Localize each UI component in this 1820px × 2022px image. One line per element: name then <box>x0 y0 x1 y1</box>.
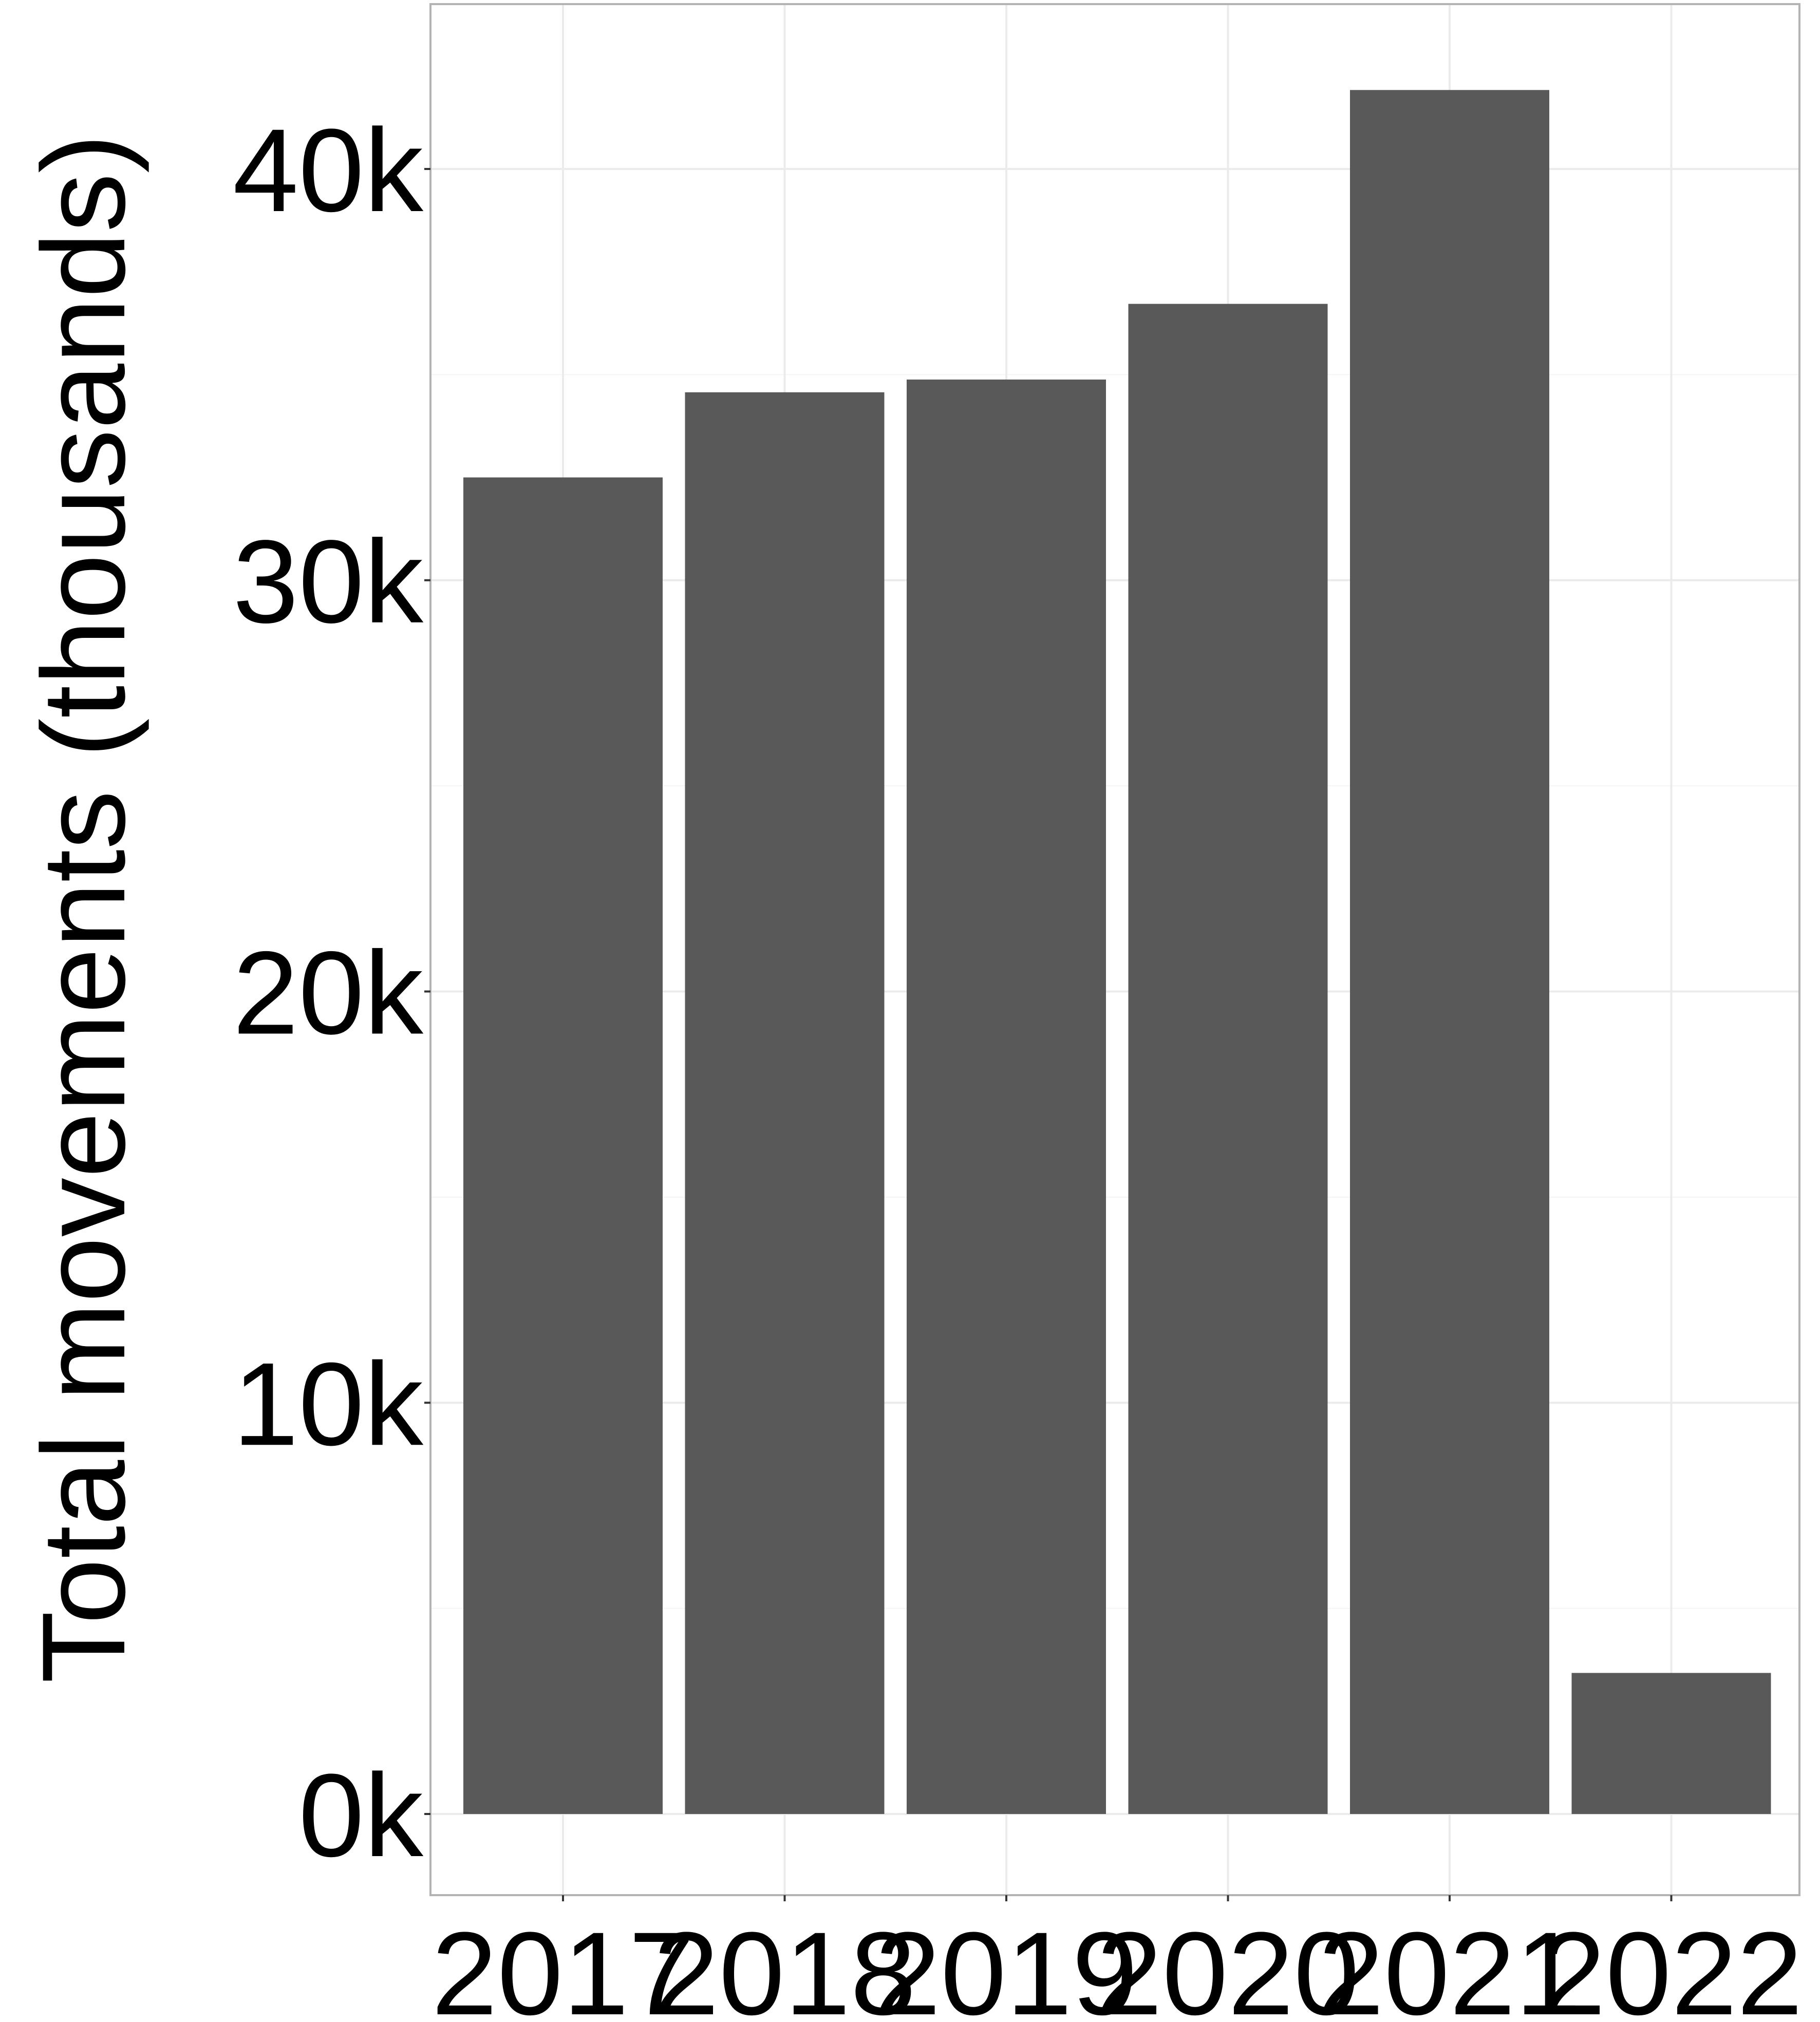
plot-panel-border <box>429 3 1800 1896</box>
bar-2021 <box>1350 90 1549 1814</box>
bar-2020 <box>1128 304 1328 1814</box>
bar-2017 <box>463 477 663 1814</box>
y-axis-title: Total movements (thousands) <box>17 134 149 1684</box>
x-tick-label-2018: 2018 <box>653 1907 916 2022</box>
bar-2022 <box>1571 1673 1771 1814</box>
y-axis-ticks: 0k 10k 20k 30k 40k <box>233 104 430 1881</box>
y-tick-label: 0k <box>298 1749 424 1881</box>
bars <box>463 90 1771 1815</box>
x-tick-label-2019: 2019 <box>875 1907 1138 2022</box>
x-tick-label-2021: 2021 <box>1318 1907 1581 2022</box>
y-tick-label: 30k <box>233 516 424 648</box>
x-tick-label-2017: 2017 <box>431 1907 695 2022</box>
y-tick-label: 20k <box>233 927 424 1059</box>
y-tick-label: 40k <box>233 104 424 236</box>
x-tick-label-2022: 2022 <box>1540 1907 1803 2022</box>
x-tick-label-2020: 2020 <box>1097 1907 1360 2022</box>
y-tick-label: 10k <box>233 1338 424 1470</box>
bar-2018 <box>685 392 885 1815</box>
bar-2019 <box>907 379 1106 1815</box>
